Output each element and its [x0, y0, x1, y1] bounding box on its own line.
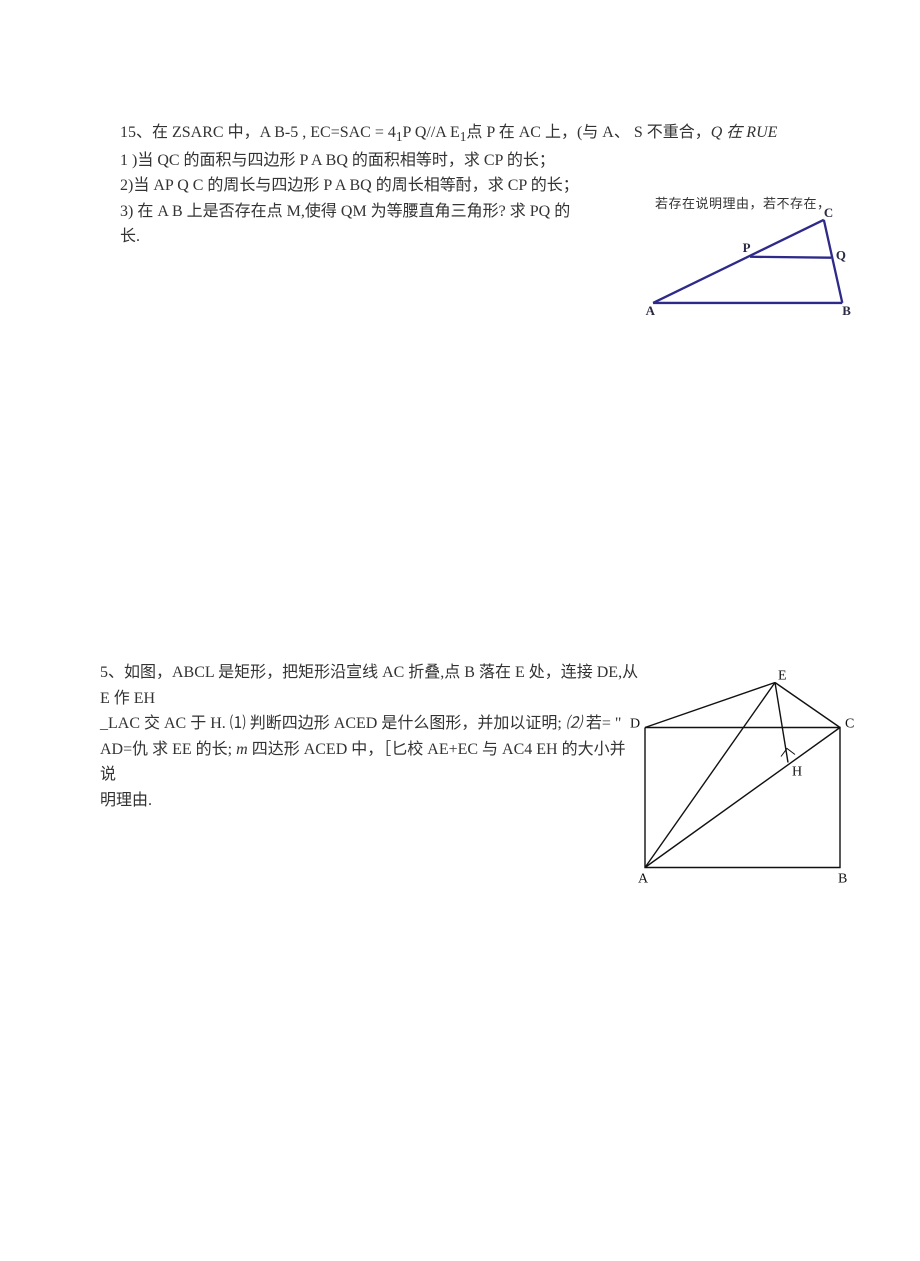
label-q: Q: [836, 248, 846, 263]
p5-line1: 5、如图，ABCL 是矩形，把矩形沿宣线 AC 折叠,点 B 落在 E 处，连接…: [100, 660, 640, 711]
edge-ac: [653, 220, 824, 303]
p15-line1: 15、在 ZSARC 中，A B-5 , EC=SAC = 41P Q//A E…: [120, 120, 860, 148]
p5-line3: AD=仇 求 EE 的长; m 四达形 ACED 中，［匕校 AE+EC 与 A…: [100, 737, 640, 788]
seg-de: [645, 683, 775, 728]
label-b2: B: [838, 872, 847, 887]
p15-sub1: 1: [396, 129, 403, 144]
label-b: B: [842, 303, 851, 318]
p15-line2: 1 )当 QC 的面积与四边形 P A BQ 的面积相等时，求 CP 的长；: [120, 148, 860, 174]
rect-edges: [645, 683, 840, 868]
label-p: P: [743, 240, 751, 255]
p5-line2-italic: ⑵: [562, 715, 586, 732]
figure-rectangle-fold: A B C D E H: [620, 665, 870, 895]
seg-ae: [645, 683, 775, 868]
p5-line2: _LAC 交 AC 于 H. ⑴ 判断四边形 ACED 是什么图形，并加以证明;…: [100, 711, 640, 737]
p15-line1-c: 点 P 在 AC 上，(与 A、 S 不重合，: [466, 124, 710, 141]
p5-line2-b: 若= ": [586, 715, 622, 732]
figure-triangle-pq: A B C P Q: [620, 206, 880, 326]
page: 15、在 ZSARC 中，A B-5 , EC=SAC = 41P Q//A E…: [0, 0, 920, 1261]
seg-ce: [775, 683, 840, 728]
label-d2: D: [630, 717, 640, 732]
label-c: C: [824, 206, 833, 220]
label-h2: H: [792, 765, 802, 780]
triangle-edges: [653, 220, 842, 303]
p15-line4-a: 3) 在 A B 上是否存在点 M,使得 QM 为等腰直角三角形? 求 PQ 的: [120, 203, 570, 220]
p15-line1-italic: Q 在 RUE: [711, 124, 778, 141]
right-angle-h: [781, 749, 795, 757]
p5-line4: 明理由.: [100, 788, 640, 814]
label-c2: C: [845, 717, 854, 732]
label-a2: A: [638, 872, 649, 887]
problem-5-text: 5、如图，ABCL 是矩形，把矩形沿宣线 AC 折叠,点 B 落在 E 处，连接…: [100, 660, 640, 814]
p5-line2-a: _LAC 交 AC 于 H. ⑴ 判断四边形 ACED 是什么图形，并加以证明;: [100, 715, 562, 732]
segment-pq: [750, 257, 831, 258]
p15-line1-b: P Q//A E: [403, 124, 460, 141]
p5-line3-a: AD=仇 求 EE 的长;: [100, 741, 232, 758]
label-e2: E: [778, 669, 787, 684]
p5-line3-italic: m: [232, 741, 252, 758]
diag-ac: [645, 728, 840, 868]
p15-line1-a: 15、在 ZSARC 中，A B-5 , EC=SAC = 4: [120, 124, 396, 141]
label-a: A: [646, 303, 656, 318]
